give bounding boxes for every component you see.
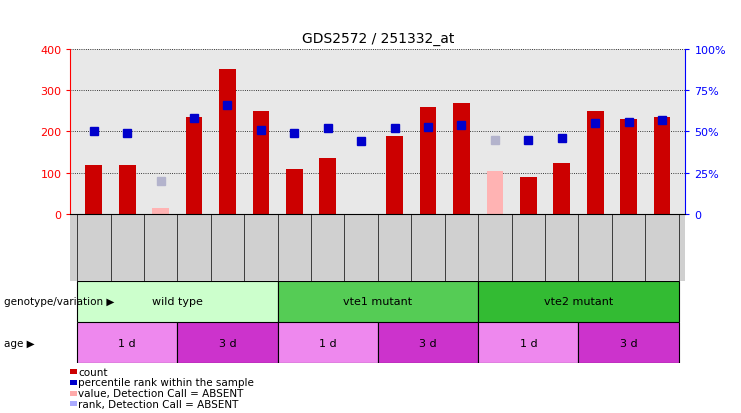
Text: vte2 mutant: vte2 mutant bbox=[544, 297, 613, 306]
Text: age ▶: age ▶ bbox=[4, 338, 34, 348]
Bar bbox=[119, 165, 136, 215]
Bar bbox=[419, 108, 436, 215]
Bar bbox=[386, 136, 403, 215]
Text: 1 d: 1 d bbox=[519, 338, 537, 348]
Bar bbox=[520, 178, 536, 215]
Text: percentile rank within the sample: percentile rank within the sample bbox=[78, 377, 254, 387]
Bar bbox=[153, 209, 169, 215]
Bar bbox=[478, 322, 579, 363]
Text: 3 d: 3 d bbox=[619, 338, 637, 348]
Bar bbox=[177, 322, 278, 363]
Bar bbox=[478, 281, 679, 322]
Bar bbox=[620, 120, 637, 215]
Bar bbox=[278, 281, 478, 322]
Bar bbox=[77, 281, 278, 322]
Bar bbox=[186, 118, 202, 215]
Text: 3 d: 3 d bbox=[219, 338, 236, 348]
Bar bbox=[453, 104, 470, 215]
Title: GDS2572 / 251332_at: GDS2572 / 251332_at bbox=[302, 32, 454, 46]
Text: genotype/variation ▶: genotype/variation ▶ bbox=[4, 297, 114, 306]
Bar bbox=[219, 70, 236, 215]
Bar bbox=[579, 322, 679, 363]
Text: count: count bbox=[78, 367, 107, 377]
Text: value, Detection Call = ABSENT: value, Detection Call = ABSENT bbox=[78, 388, 243, 398]
Text: 3 d: 3 d bbox=[419, 338, 437, 348]
Bar bbox=[319, 159, 336, 215]
Bar bbox=[253, 112, 269, 215]
Bar bbox=[77, 322, 177, 363]
Bar bbox=[487, 171, 503, 215]
Text: 1 d: 1 d bbox=[119, 338, 136, 348]
Text: 1 d: 1 d bbox=[319, 338, 336, 348]
Text: wild type: wild type bbox=[152, 297, 203, 306]
Bar bbox=[278, 322, 378, 363]
Bar bbox=[554, 163, 570, 215]
Text: rank, Detection Call = ABSENT: rank, Detection Call = ABSENT bbox=[78, 399, 239, 409]
Bar bbox=[587, 112, 603, 215]
Text: vte1 mutant: vte1 mutant bbox=[343, 297, 413, 306]
Bar bbox=[654, 118, 671, 215]
Bar bbox=[378, 322, 478, 363]
Bar bbox=[85, 166, 102, 215]
Bar bbox=[286, 169, 303, 215]
